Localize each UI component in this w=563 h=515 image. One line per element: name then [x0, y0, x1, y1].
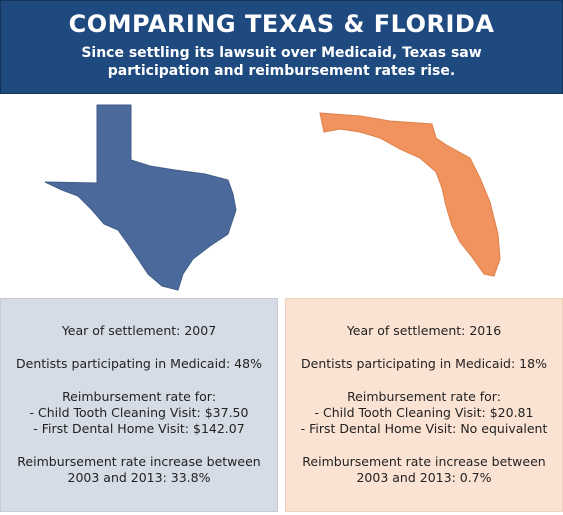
rate-item: - First Dental Home Visit: No equivalent	[300, 421, 548, 436]
texas-panel: Year of settlement: 2007 Dentists partic…	[0, 298, 278, 512]
increase: Reimbursement rate increase between 2003…	[17, 454, 261, 485]
increase: Reimbursement rate increase between 2003…	[302, 454, 546, 485]
maps	[44, 104, 501, 291]
rate-heading: Reimbursement rate for:	[347, 389, 501, 404]
rate-item: - Child Tooth Cleaning Visit: $20.81	[314, 405, 534, 420]
rate-item: - First Dental Home Visit: $142.07	[33, 421, 245, 436]
florida-map	[319, 112, 501, 277]
rate-item: - Child Tooth Cleaning Visit: $37.50	[29, 405, 249, 420]
settlement: Year of settlement: 2007	[61, 323, 217, 338]
title: COMPARING TEXAS & FLORIDA	[68, 10, 495, 38]
florida-panel: Year of settlement: 2016 Dentists partic…	[285, 298, 563, 512]
participation: Dentists participating in Medicaid: 48%	[16, 356, 262, 371]
texas-map	[44, 104, 237, 291]
header: COMPARING TEXAS & FLORIDA Since settling…	[0, 0, 563, 94]
rate-heading: Reimbursement rate for:	[62, 389, 216, 404]
participation: Dentists participating in Medicaid: 18%	[301, 356, 547, 371]
settlement: Year of settlement: 2016	[346, 323, 502, 338]
subtitle: Since settling its lawsuit over Medicaid…	[81, 45, 482, 79]
